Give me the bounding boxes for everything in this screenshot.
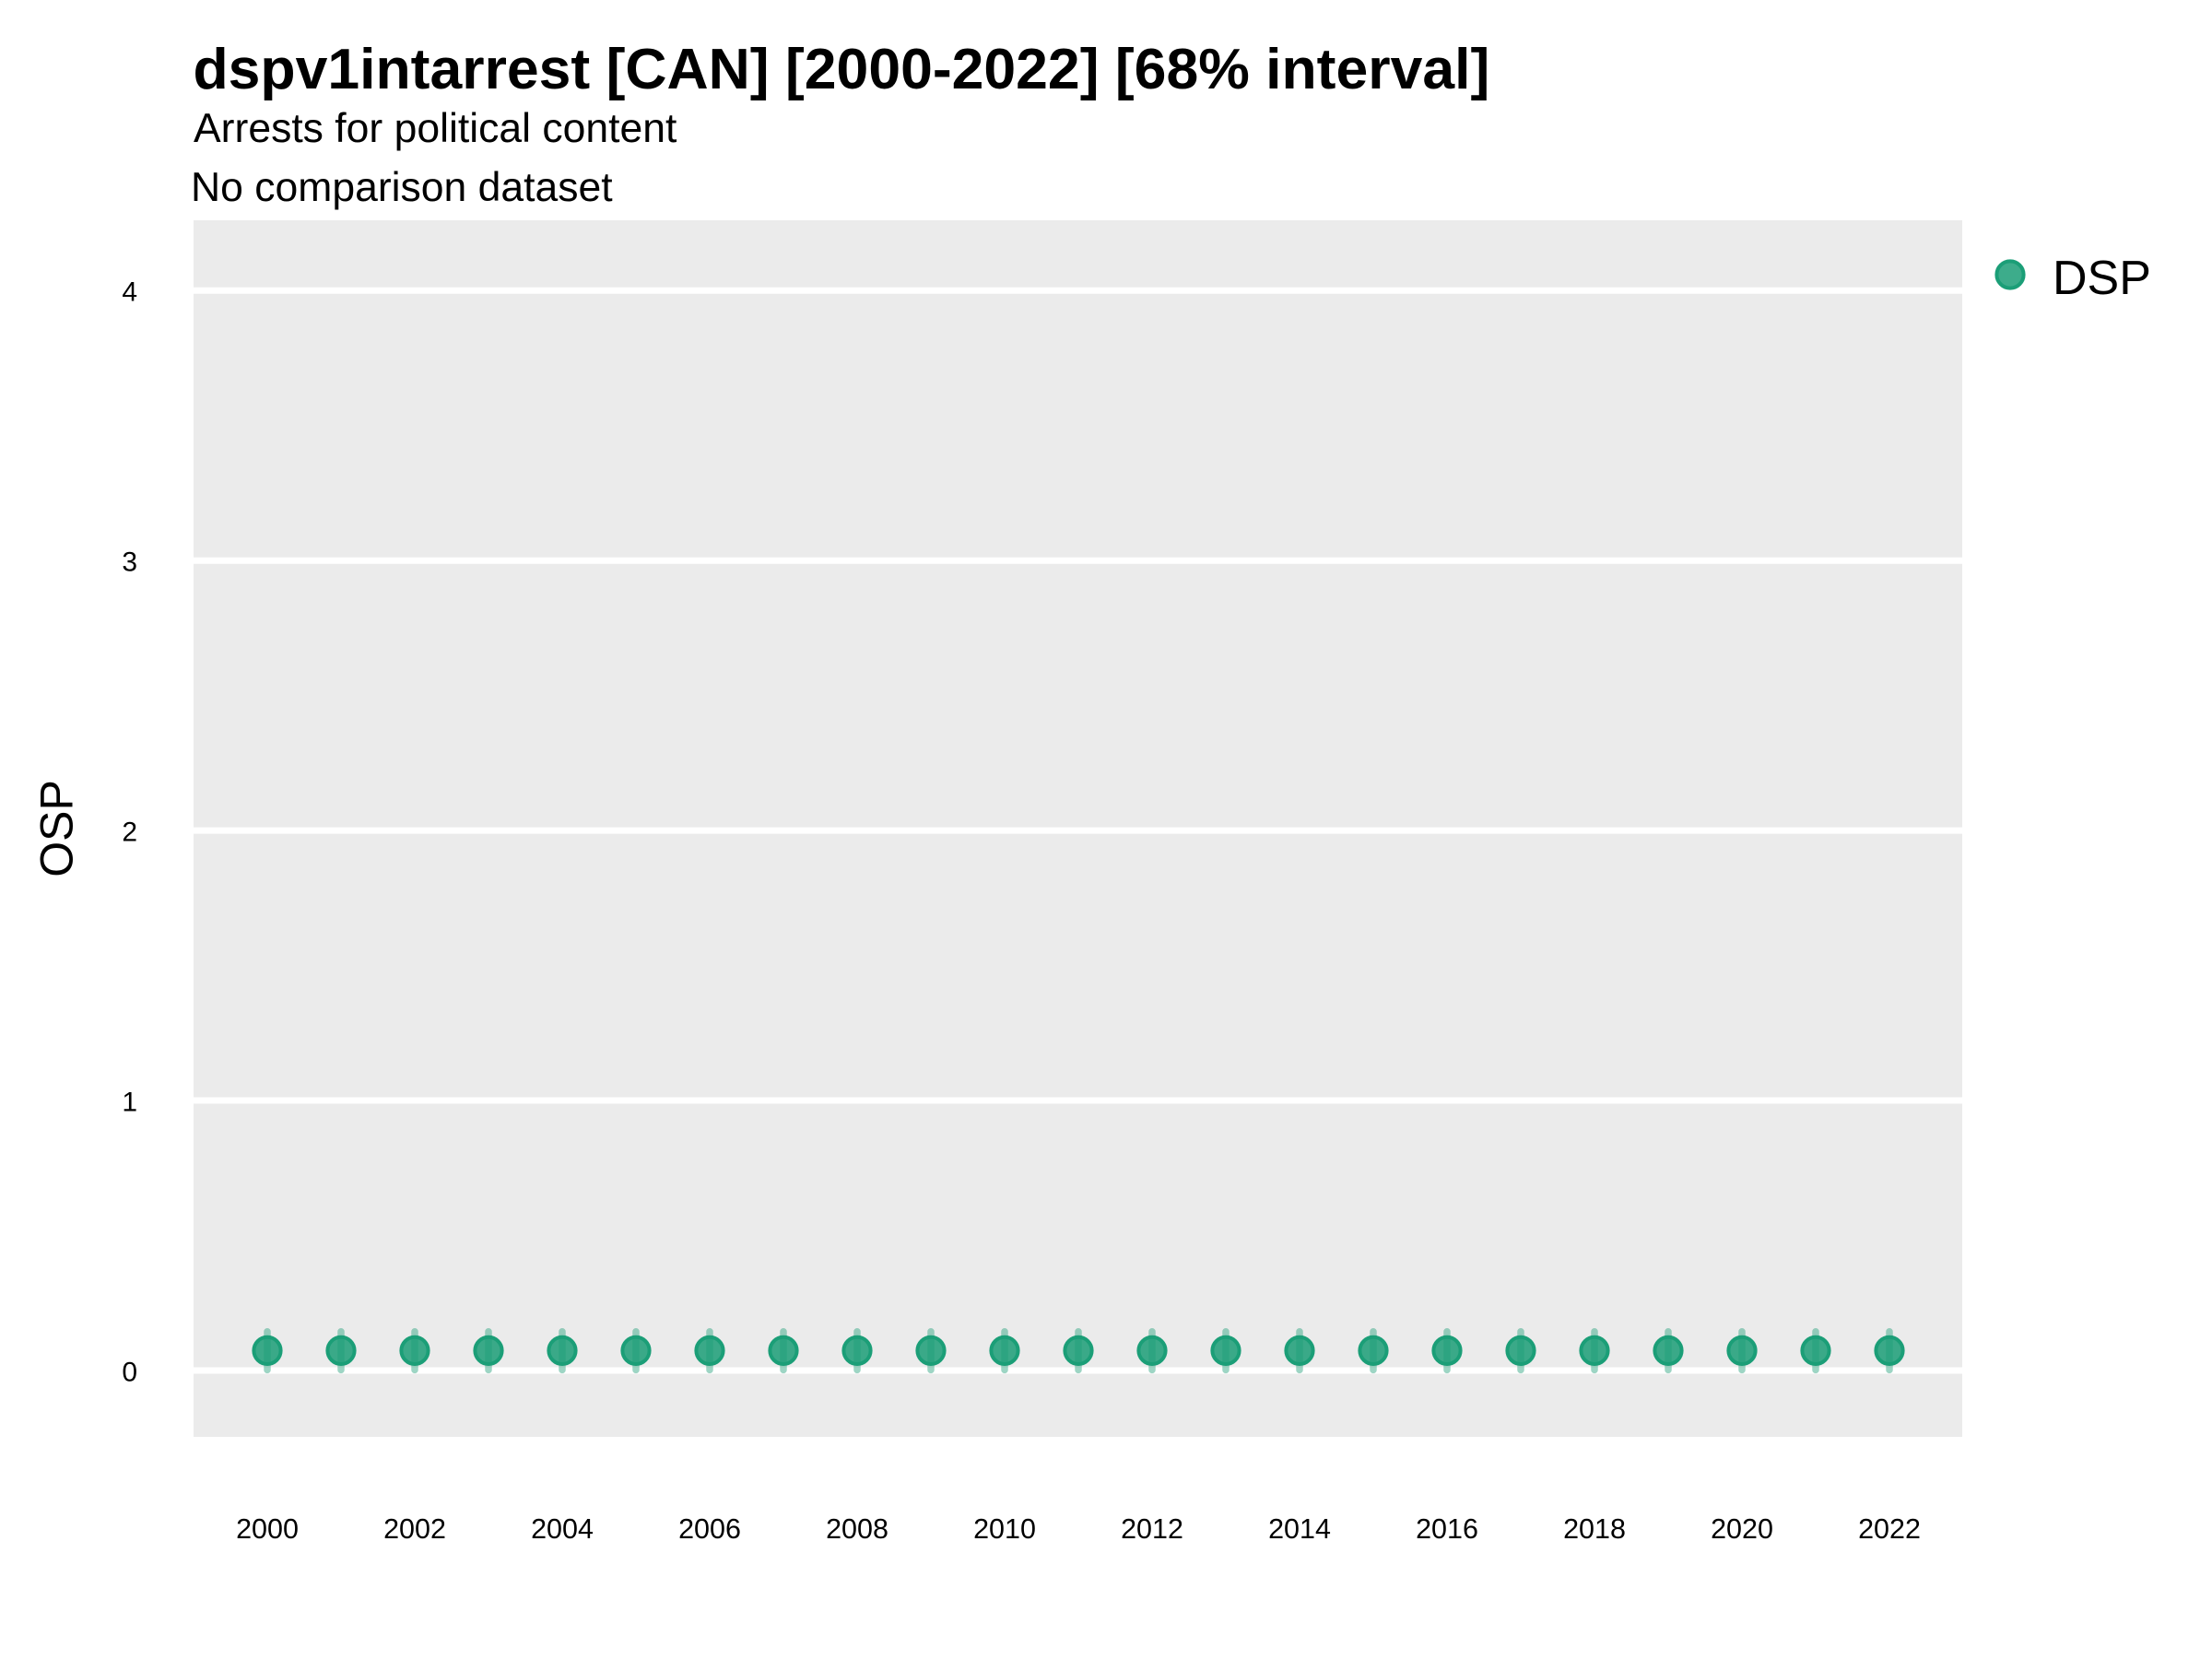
svg-text:2008: 2008 — [826, 1513, 888, 1545]
svg-text:2: 2 — [122, 817, 137, 847]
svg-text:2016: 2016 — [1416, 1513, 1478, 1545]
svg-text:0: 0 — [122, 1357, 137, 1387]
svg-text:2018: 2018 — [1563, 1513, 1626, 1545]
svg-text:4: 4 — [122, 277, 137, 308]
svg-text:2000: 2000 — [236, 1513, 299, 1545]
svg-text:3: 3 — [122, 547, 137, 578]
svg-text:2010: 2010 — [973, 1513, 1036, 1545]
svg-text:2014: 2014 — [1268, 1513, 1331, 1545]
svg-text:1: 1 — [122, 1087, 137, 1117]
svg-text:DSP: DSP — [2053, 252, 2151, 305]
svg-text:2004: 2004 — [531, 1513, 594, 1545]
svg-text:OSP: OSP — [31, 780, 83, 877]
svg-text:dspv1intarrest [CAN] [2000-202: dspv1intarrest [CAN] [2000-2022] [68% in… — [194, 37, 1490, 101]
svg-text:2006: 2006 — [678, 1513, 741, 1545]
svg-text:2002: 2002 — [383, 1513, 446, 1545]
svg-text:Arrests for political content: Arrests for political content — [194, 106, 677, 151]
svg-text:2022: 2022 — [1858, 1513, 1921, 1545]
svg-text:2020: 2020 — [1711, 1513, 1773, 1545]
svg-text:No comparison dataset: No comparison dataset — [191, 165, 613, 210]
svg-text:2012: 2012 — [1121, 1513, 1183, 1545]
